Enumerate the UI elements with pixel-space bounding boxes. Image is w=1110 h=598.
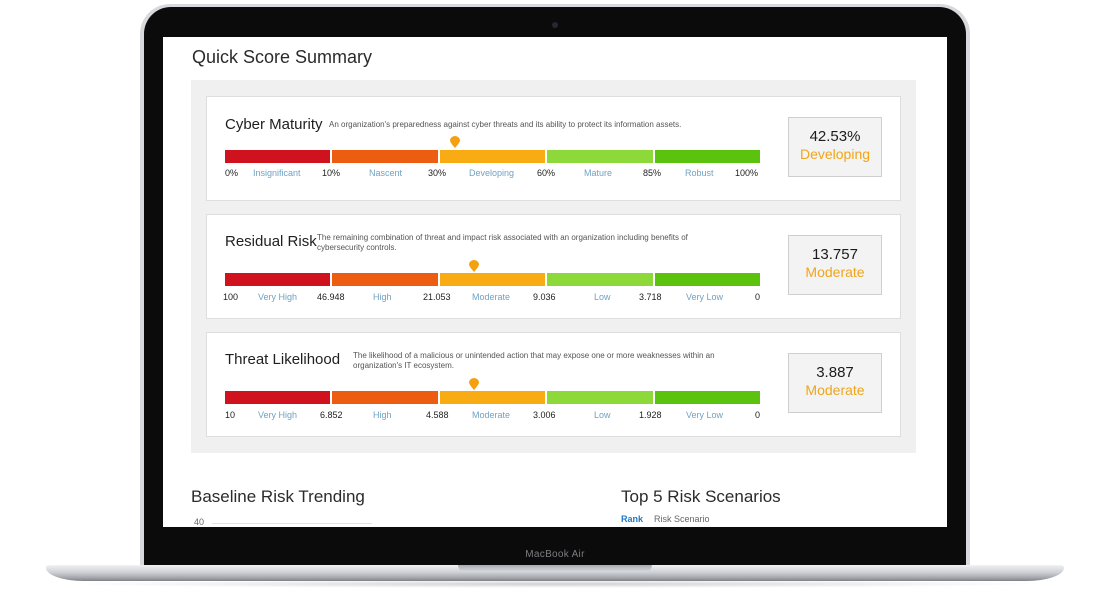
score-summary-panel: Cyber Maturity An organization's prepare… [191,80,916,453]
band-label: Low [594,410,611,420]
section-title-baseline-risk-trending: Baseline Risk Trending [191,487,365,506]
card-description: An organization's preparedness against c… [329,120,682,129]
bar-segment [654,391,761,404]
card-description: The likelihood of a malicious or uninten… [353,351,715,370]
bar-segment [439,273,546,286]
score-box: 3.887 Moderate [788,353,882,413]
column-header-rank[interactable]: Rank [621,514,644,524]
scale-tick: 10 [225,410,236,420]
band-label: High [373,292,392,302]
laptop-base [46,565,1064,581]
y-axis-tick: 40 [194,517,205,527]
score-marker-icon [468,377,479,390]
page-title: Quick Score Summary [192,47,373,67]
scale-tick: 6.852 [320,410,343,420]
camera-icon [552,22,558,28]
score-marker-icon [468,259,479,272]
maturity-scale-bar [225,150,761,163]
scale-tick: 85% [643,168,662,178]
scale-tick: 1.928 [639,410,662,420]
bar-segment [654,273,761,286]
y-axis-gridline [212,523,372,524]
scale-tick: 10% [322,168,341,178]
scale-tick: 46.948 [317,292,345,302]
bar-segment [225,391,331,404]
device-label: MacBook Air [525,549,585,560]
score-value: 13.757 [812,246,858,263]
scale-tick: 21.053 [423,292,451,302]
screen: Quick Score Summary Cyber Maturity An or… [163,37,947,527]
card-title: Cyber Maturity [225,116,323,133]
score-level: Moderate [805,382,865,398]
card-threat-likelihood: Threat Likelihood The likelihood of a ma… [206,332,901,437]
score-marker-icon [450,135,461,148]
band-label: Mature [584,168,613,178]
score-level: Developing [799,146,871,162]
scale-tick: 3.718 [639,292,662,302]
section-title-top-5-risk-scenarios: Top 5 Risk Scenarios [621,487,781,506]
band-label: Moderate [472,410,511,420]
bar-segment [439,150,546,163]
bar-segment [332,273,438,286]
bar-segment [225,273,331,286]
score-value: 3.887 [816,364,854,381]
band-label: High [373,410,392,420]
band-label: Very Low [686,410,724,420]
bar-segment [547,150,653,163]
column-header-risk-scenario[interactable]: Risk Scenario [654,514,710,524]
bar-segment [439,391,546,404]
score-value: 42.53% [809,128,861,145]
bar-segment [332,391,438,404]
scale-tick: 30% [428,168,447,178]
score-box: 42.53% Developing [788,117,882,177]
bar-segment [654,150,761,163]
score-level: Moderate [805,264,865,280]
scale-tick: 4.588 [426,410,449,420]
card-cyber-maturity: Cyber Maturity An organization's prepare… [206,96,901,201]
scale-tick: 0 [755,292,761,302]
residual-risk-scale-bar [225,273,761,286]
bar-segment [332,150,438,163]
band-label: Very Low [686,292,724,302]
card-title: Residual Risk [225,233,317,250]
band-label: Nascent [369,168,403,178]
bar-segment [547,391,653,404]
band-label: Developing [469,168,515,178]
laptop-shadow [60,580,1050,588]
scale-tick: 60% [537,168,556,178]
scale-tick: 9.036 [533,292,556,302]
scale-tick: 0% [225,168,239,178]
band-label: Very High [258,292,298,302]
card-title: Threat Likelihood [225,351,341,368]
band-label: Moderate [472,292,511,302]
band-label: Very High [258,410,298,420]
card-description: The remaining combination of threat and … [317,233,688,252]
band-label: Robust [685,168,714,178]
scale-tick: 100 [223,292,239,302]
band-label: Low [594,292,611,302]
card-residual-risk: Residual Risk The remaining combination … [206,214,901,319]
scale-tick: 100% [735,168,759,178]
bar-segment [225,150,331,163]
threat-likelihood-scale-bar [225,391,761,404]
score-box: 13.757 Moderate [788,235,882,295]
scale-tick: 0 [755,410,761,420]
bar-segment [547,273,653,286]
scale-tick: 3.006 [533,410,556,420]
band-label: Insignificant [253,168,301,178]
laptop-notch [458,565,652,572]
